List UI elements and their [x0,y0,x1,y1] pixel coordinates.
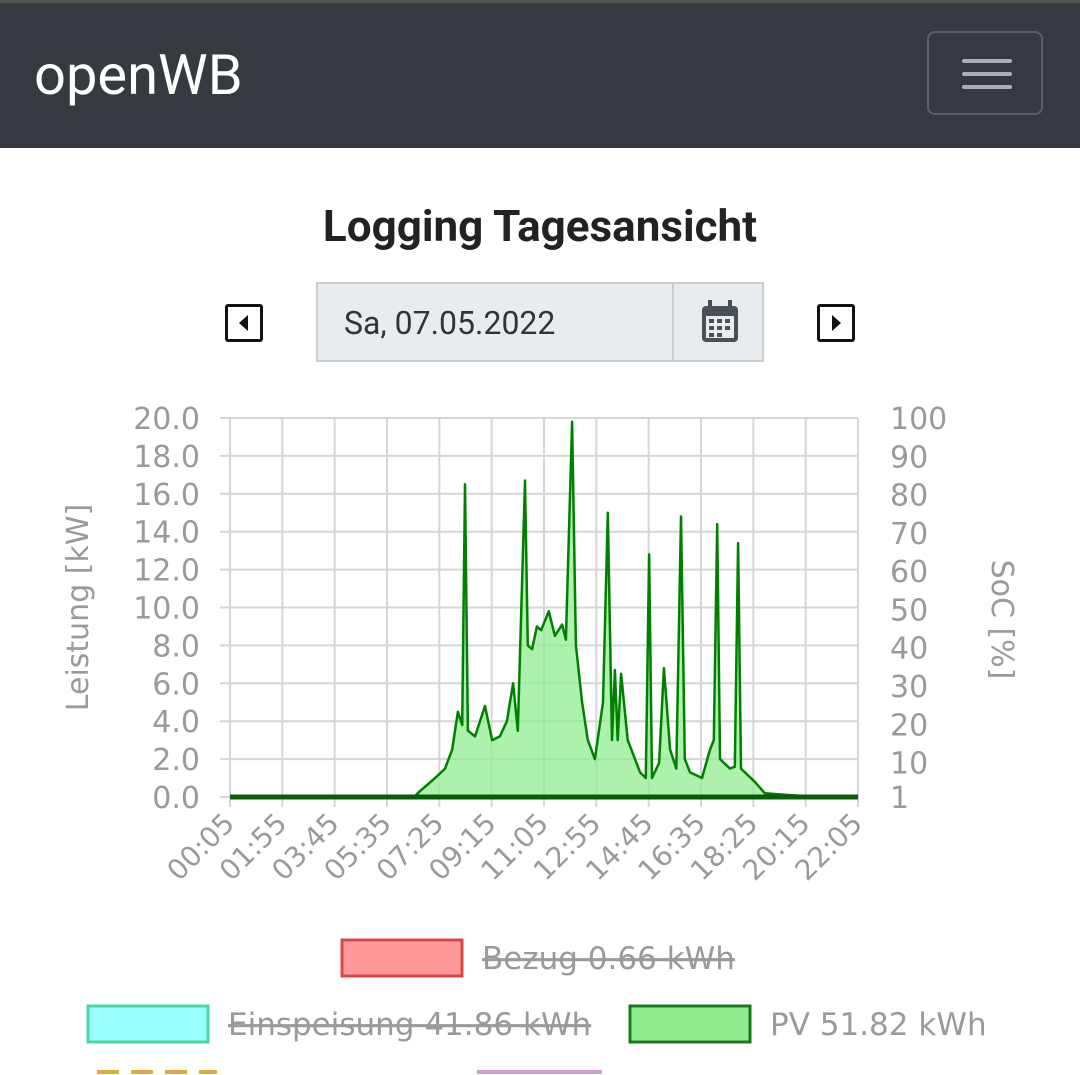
y2-tick-label: 80 [890,479,928,514]
legend-label[interactable]: Einspeisung 41.86 kWh [228,1007,591,1043]
y2-tick-label: 10 [890,747,928,782]
y-tick-label: 4.0 [152,705,200,740]
y2-tick-label: 70 [890,517,928,552]
y2-tick-label: 100 [890,402,947,437]
y-tick-label: 16.0 [133,478,200,513]
y-tick-label: 14.0 [133,516,200,551]
y2-tick-label: 40 [890,632,928,667]
y-tick-label: 2.0 [152,743,200,778]
prev-day-button[interactable] [225,304,263,342]
next-day-button[interactable] [817,304,855,342]
legend-swatch [340,938,464,978]
y-tick-label: 0.0 [152,781,200,816]
line [230,420,858,799]
page-title: Logging Tagesansicht [322,200,758,252]
legend-label[interactable]: PV 51.82 kWh [770,1007,987,1043]
y-tick-label: 20.0 [133,402,200,437]
y-tick-label: 10.0 [133,592,200,627]
calendar-icon [702,300,738,342]
menu-button[interactable] [927,31,1043,115]
legend-swatch [628,1004,752,1044]
y2-tick-label: 90 [890,440,928,475]
y-tick-label: 8.0 [152,629,200,664]
calendar-button[interactable] [672,284,766,360]
y-tick-label: 18.0 [133,440,200,475]
chart: 0.02.04.06.08.010.012.014.016.018.020.00… [61,402,1019,1074]
y-tick-label: 12.0 [133,554,200,589]
y2-tick-label: 1 [890,781,909,816]
date-picker[interactable]: Sa, 07.05.2022 [316,282,764,362]
y-axis-label: Leistung [kW] [61,504,96,711]
navbar: openWB [0,0,1080,148]
y2-tick-label: 30 [890,670,928,705]
legend-swatch [86,1004,210,1044]
date-field[interactable]: Sa, 07.05.2022 [344,304,556,342]
y2-tick-label: 50 [890,593,928,628]
area [230,421,858,797]
y-tick-label: 6.0 [152,667,200,702]
y2-tick-label: 20 [890,708,928,743]
legend-label[interactable]: Bezug 0.66 kWh [482,941,735,977]
y2-tick-label: 60 [890,555,928,590]
y2-axis-label: SoC [%] [984,560,1019,680]
brand[interactable]: openWB [34,42,243,108]
